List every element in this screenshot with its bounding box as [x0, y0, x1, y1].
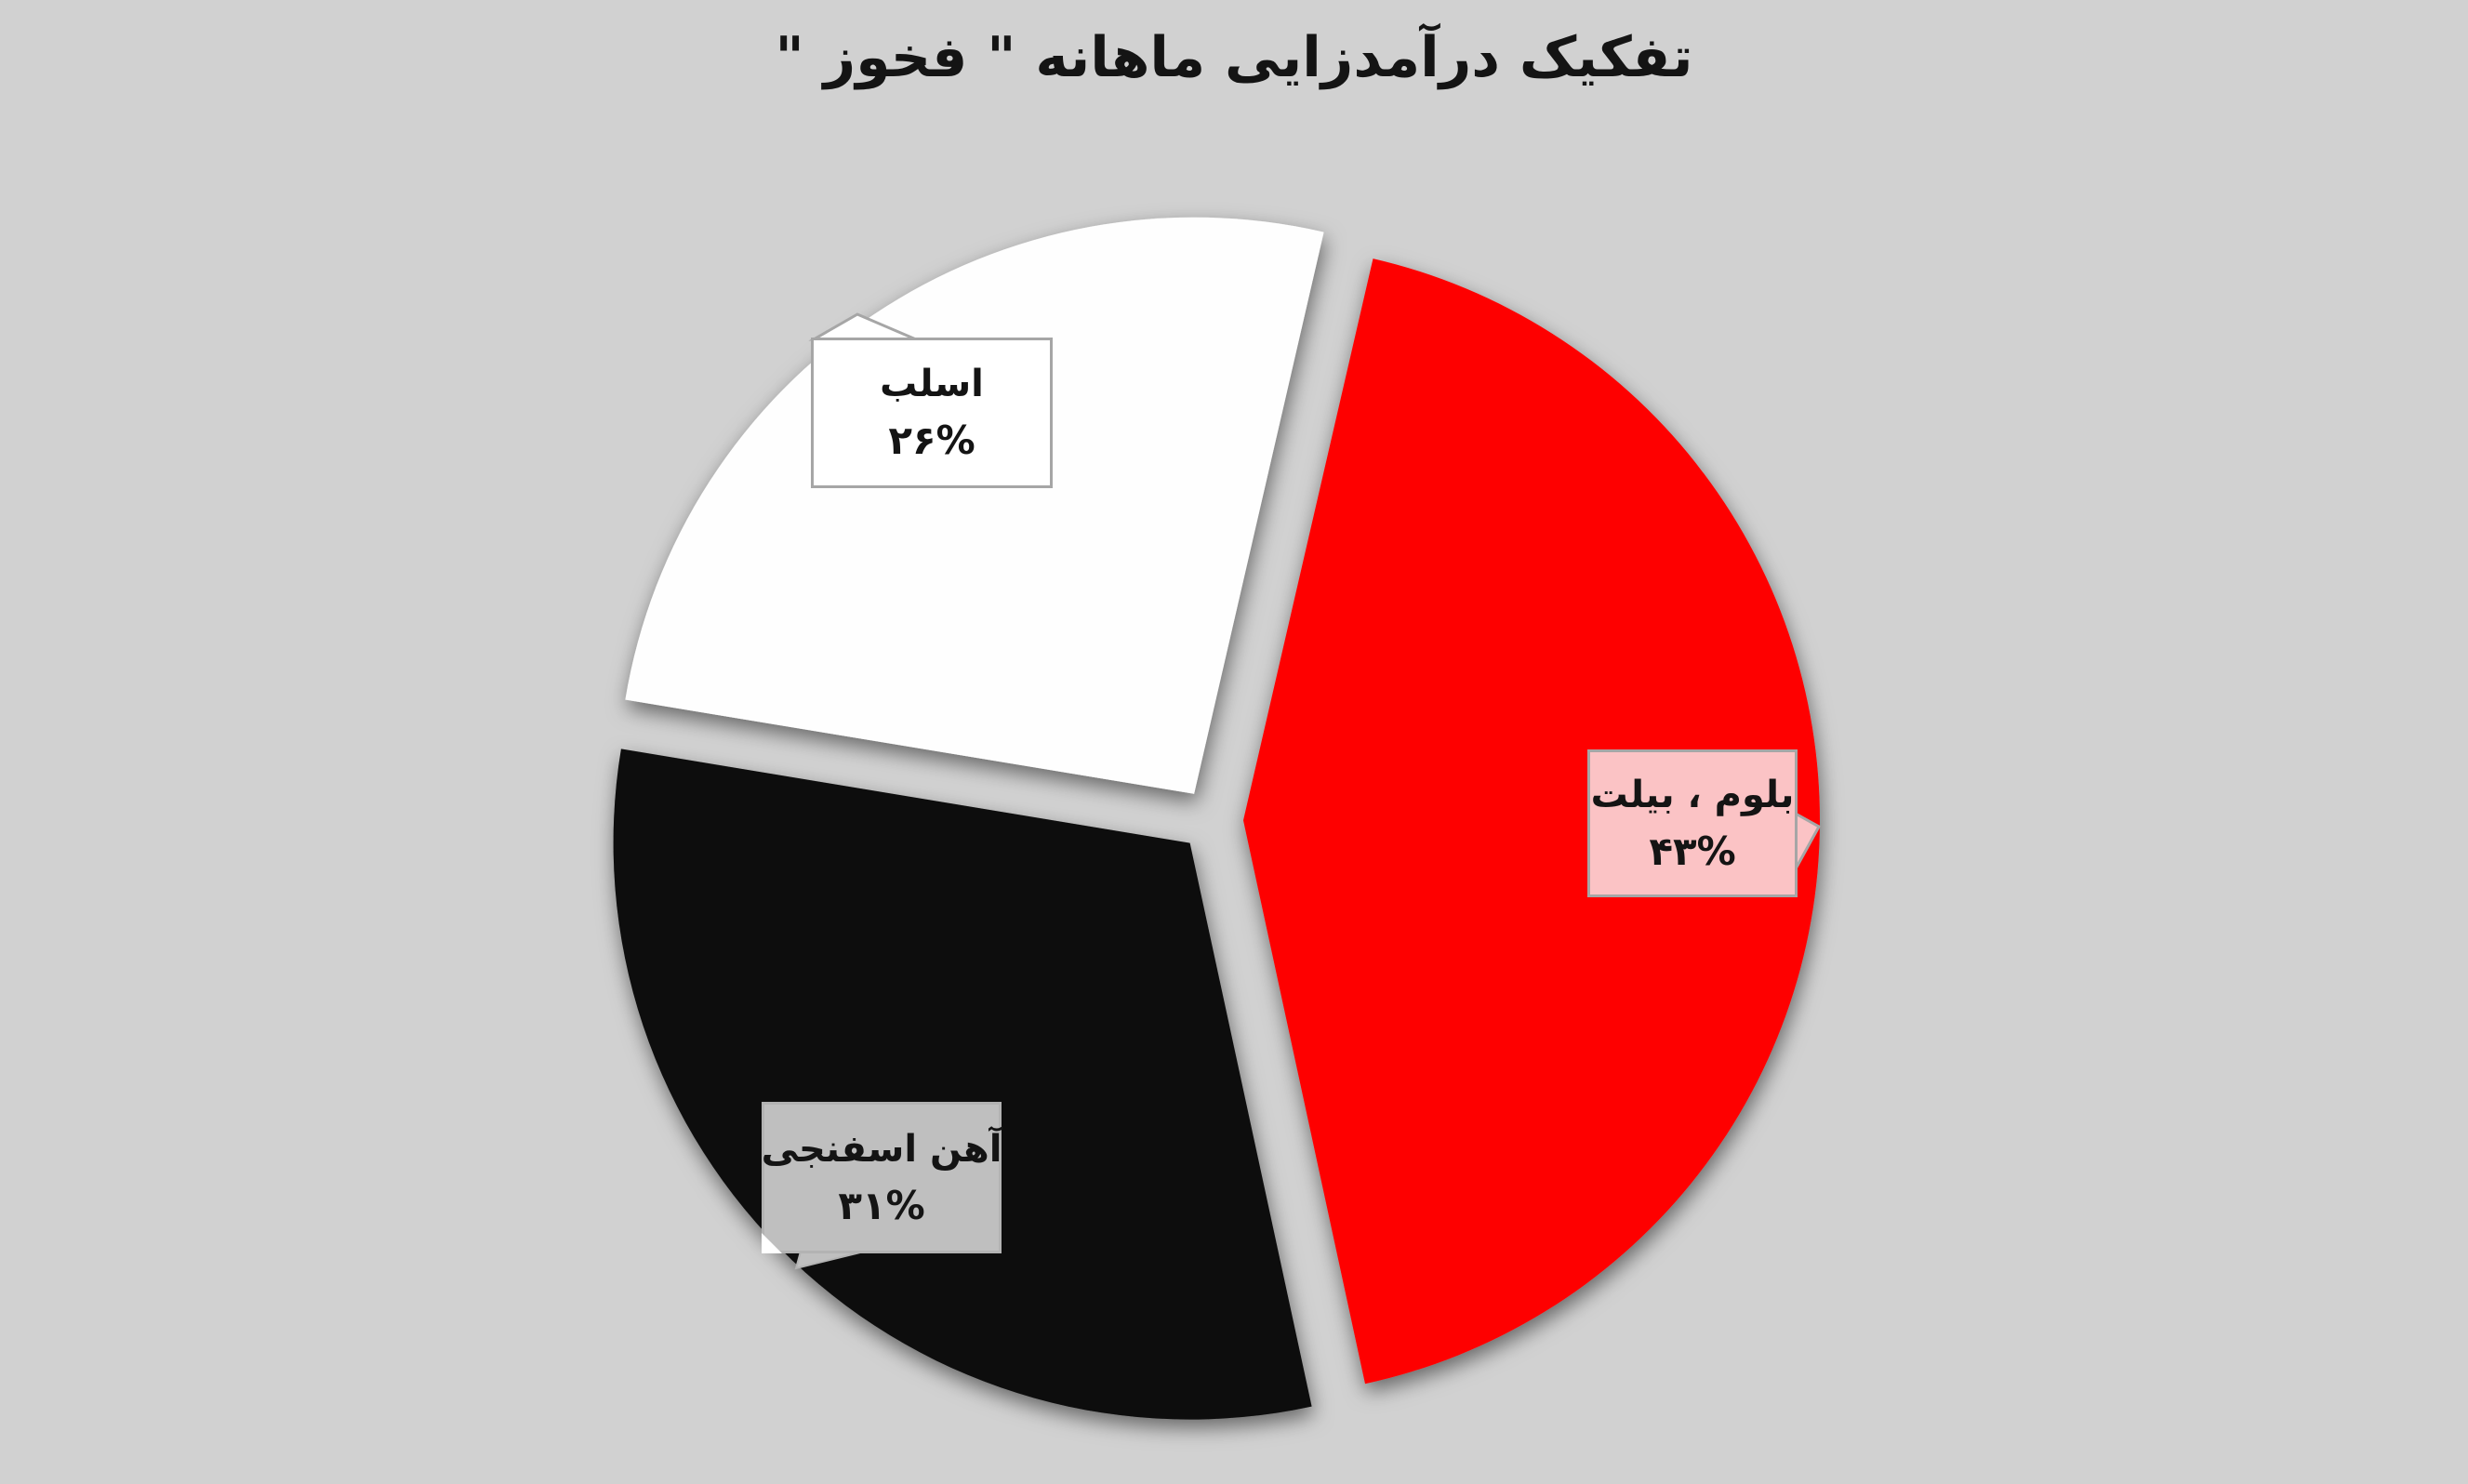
callout-bloom-billet-value: ۴۳% — [1649, 828, 1736, 874]
callout-sponge-iron-value: ۳۱% — [838, 1182, 925, 1228]
pie-slice-sponge-iron[interactable] — [613, 749, 1312, 1420]
folded-corner-decoration — [762, 1233, 782, 1253]
pie-slices-group — [613, 217, 1820, 1420]
callout-slab: اسلب ۲۶% — [811, 338, 1053, 488]
callout-slab-label: اسلب — [880, 363, 984, 405]
chart-title: تفکیک درآمدزایی ماهانه " فخوز " — [775, 25, 1693, 90]
callout-sponge-iron-label: آهن اسفنجی — [761, 1127, 1002, 1171]
callout-slab-value: ۲۶% — [888, 417, 975, 463]
callout-bloom-billet-label: بلوم ، بیلت — [1590, 773, 1795, 816]
pie-slice-bloom-billet[interactable] — [1243, 258, 1820, 1385]
callout-bloom-billet: بلوم ، بیلت ۴۳% — [1587, 749, 1798, 897]
pie-slice-slab[interactable] — [625, 217, 1324, 794]
callout-sponge-iron: آهن اسفنجی ۳۱% — [762, 1102, 1002, 1253]
